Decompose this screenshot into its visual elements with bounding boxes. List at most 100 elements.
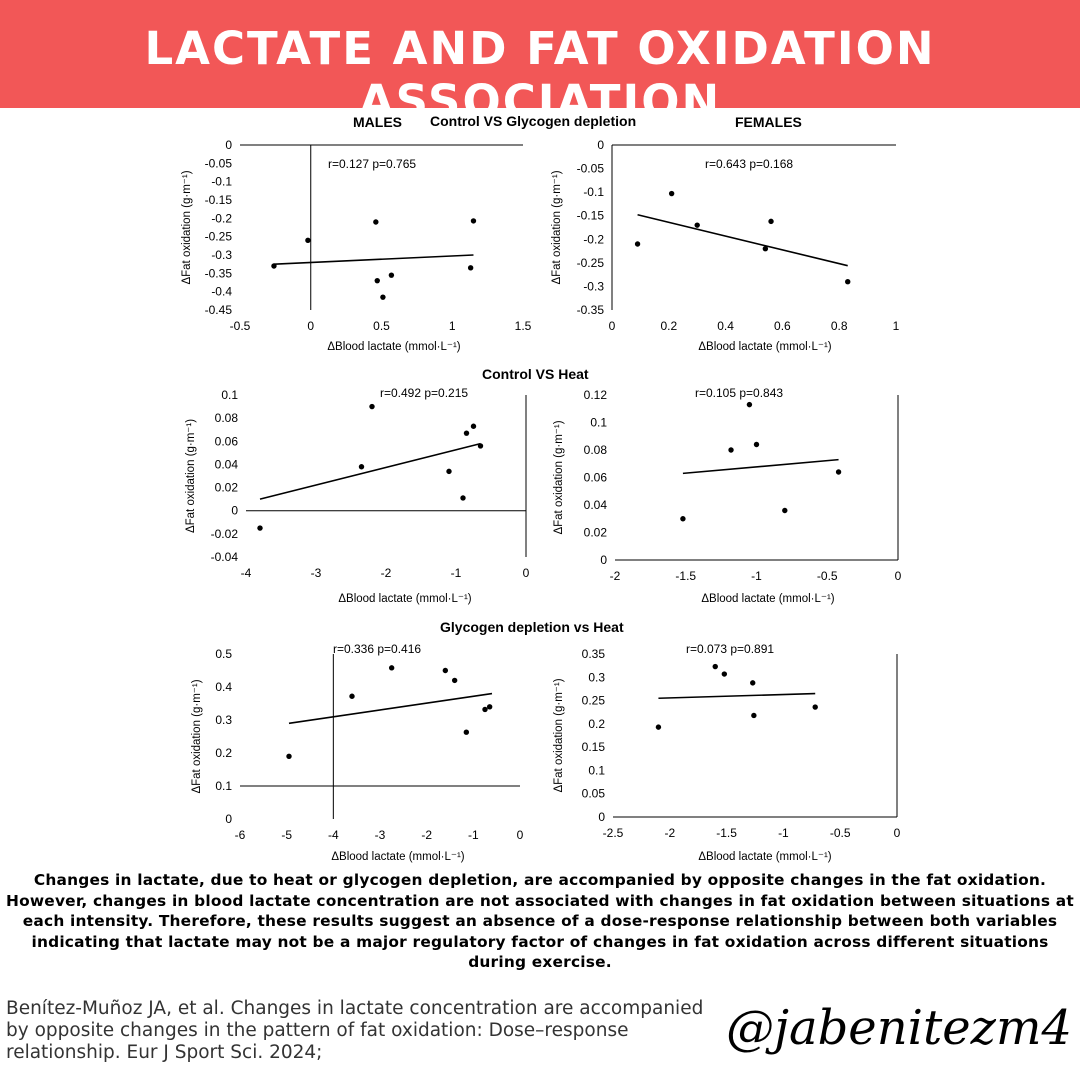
- x-tick-label: -1.5: [716, 826, 737, 840]
- data-point: [467, 265, 474, 271]
- y-tick-label: 0.02: [215, 481, 239, 495]
- x-tick-label: 0: [894, 826, 901, 840]
- data-point: [486, 704, 493, 710]
- data-point: [668, 190, 675, 197]
- correlation-annotation: r=0.073 p=0.891: [686, 642, 774, 656]
- y-axis-title: ΔFat oxidation (g·m⁻¹): [553, 678, 565, 792]
- chart-c4: 0.120.10.080.060.040.020-2 -1.5 -1 -0.5 0ΔBl…: [553, 386, 902, 605]
- author-handle: @jabenitezm4: [726, 1000, 1072, 1056]
- y-tick-label: 0.25: [582, 694, 606, 708]
- group-label-females: FEMALES: [735, 114, 802, 130]
- y-tick-label: -0.2: [583, 232, 604, 246]
- trend-line: [658, 692, 816, 700]
- x-tick-label: 1: [893, 319, 900, 333]
- x-axis-title: ΔBlood lactate (mmol·L⁻¹): [698, 851, 831, 863]
- data-point: [463, 729, 470, 735]
- y-tick-label: 0.1: [215, 779, 232, 793]
- x-tick-label: -4: [241, 566, 252, 580]
- x-tick-label: -2.5: [603, 826, 624, 840]
- x-tick-label: 0.2: [660, 319, 677, 333]
- data-point: [477, 443, 484, 449]
- y-tick-label: 0.4: [215, 680, 232, 694]
- y-tick-label: -0.3: [211, 248, 232, 262]
- trend-line: [682, 458, 839, 475]
- y-tick-label: -0.45: [205, 303, 233, 317]
- x-tick-label: -4: [328, 828, 339, 842]
- x-tick-label: 0.4: [717, 319, 734, 333]
- x-tick-label: 0: [895, 569, 902, 583]
- data-point: [358, 464, 365, 470]
- y-tick-label: 0: [225, 812, 232, 826]
- x-tick-label: -1: [751, 569, 762, 583]
- y-tick-label: -0.2: [211, 211, 232, 225]
- y-tick-label: -0.04: [211, 550, 239, 564]
- y-tick-label: 0.08: [215, 411, 239, 425]
- data-point: [762, 246, 769, 252]
- data-point: [712, 663, 718, 670]
- data-point: [257, 525, 263, 531]
- data-point: [782, 507, 788, 514]
- data-point: [463, 430, 470, 436]
- data-point: [721, 671, 728, 677]
- y-tick-label: -0.4: [211, 285, 232, 299]
- trend-line: [637, 213, 848, 267]
- data-point: [460, 495, 466, 501]
- y-tick-label: 0: [600, 553, 607, 567]
- x-tick-label: -3: [375, 828, 386, 842]
- section-title-1: Control VS Glycogen depletion: [430, 113, 636, 129]
- x-tick-label: 0: [307, 319, 314, 333]
- x-axis-title: ΔBlood lactate (mmol·L⁻¹): [701, 593, 834, 605]
- y-axis-title: ΔFat oxidation (g·m⁻¹): [553, 420, 565, 534]
- x-tick-label: -1.5: [675, 569, 696, 583]
- data-point: [694, 222, 700, 228]
- y-tick-label: 0.12: [584, 388, 608, 402]
- data-point: [286, 753, 292, 759]
- y-axis-title: ΔFat oxidation (g·m⁻¹): [191, 679, 203, 793]
- data-point: [380, 294, 386, 300]
- y-tick-label: 0.08: [584, 443, 608, 457]
- x-tick-label: 0: [517, 828, 524, 842]
- x-tick-label: 1.5: [515, 319, 532, 333]
- data-point: [746, 401, 753, 408]
- scatter-plots: 0 -0.05 -0.1 -0.15 -0.2 -0.25 -0.3 -0.35 -0.4 -0.…: [181, 138, 902, 863]
- x-axis-title: ΔBlood lactate (mmol·L⁻¹): [698, 341, 831, 353]
- correlation-annotation: r=0.492 p=0.215: [380, 386, 468, 400]
- charts-area: MALES Control VS Glycogen depletion FEMA…: [181, 113, 902, 863]
- data-point: [835, 469, 842, 475]
- header-banner: LACTATE AND FAT OXIDATION ASSOCIATION: [0, 0, 1080, 128]
- y-tick-label: -0.02: [211, 527, 239, 541]
- y-tick-label: -0.05: [205, 156, 233, 170]
- y-tick-label: 0.5: [215, 647, 232, 661]
- data-point: [655, 724, 662, 730]
- y-tick-label: -0.1: [583, 185, 604, 199]
- x-tick-label: -2: [381, 566, 392, 580]
- page-title: LACTATE AND FAT OXIDATION ASSOCIATION: [144, 22, 936, 128]
- x-tick-label: 0.5: [373, 319, 390, 333]
- x-tick-label: -3: [311, 566, 322, 580]
- y-tick-label: 0.15: [582, 740, 606, 754]
- y-tick-label: -0.3: [583, 279, 604, 293]
- data-point: [373, 219, 379, 225]
- y-tick-label: -0.25: [577, 256, 605, 270]
- x-tick-label: -0.5: [230, 319, 251, 333]
- y-tick-label: 0.2: [215, 746, 232, 760]
- x-axis-title: ΔBlood lactate (mmol·L⁻¹): [338, 593, 471, 605]
- data-point: [482, 706, 488, 713]
- x-tick-label: -1: [778, 826, 789, 840]
- chart-c2: 0 -0.05 -0.1 -0.15 -0.2 -0.25 -0.3 -0.35 0 0.2 0.4…: [551, 138, 900, 353]
- data-point: [470, 218, 477, 224]
- data-point: [812, 704, 818, 710]
- y-tick-label: 0: [598, 810, 605, 824]
- correlation-annotation: r=0.127 p=0.765: [328, 157, 416, 171]
- data-point: [374, 277, 380, 284]
- y-tick-label: 0.02: [584, 526, 608, 540]
- x-tick-label: -2: [421, 828, 432, 842]
- data-point: [388, 665, 395, 671]
- group-label-males: MALES: [353, 114, 402, 130]
- x-tick-label: 0.6: [774, 319, 791, 333]
- data-point: [369, 403, 375, 410]
- y-tick-label: 0.3: [588, 670, 605, 684]
- data-point: [470, 423, 477, 429]
- x-tick-label: 0: [523, 566, 530, 580]
